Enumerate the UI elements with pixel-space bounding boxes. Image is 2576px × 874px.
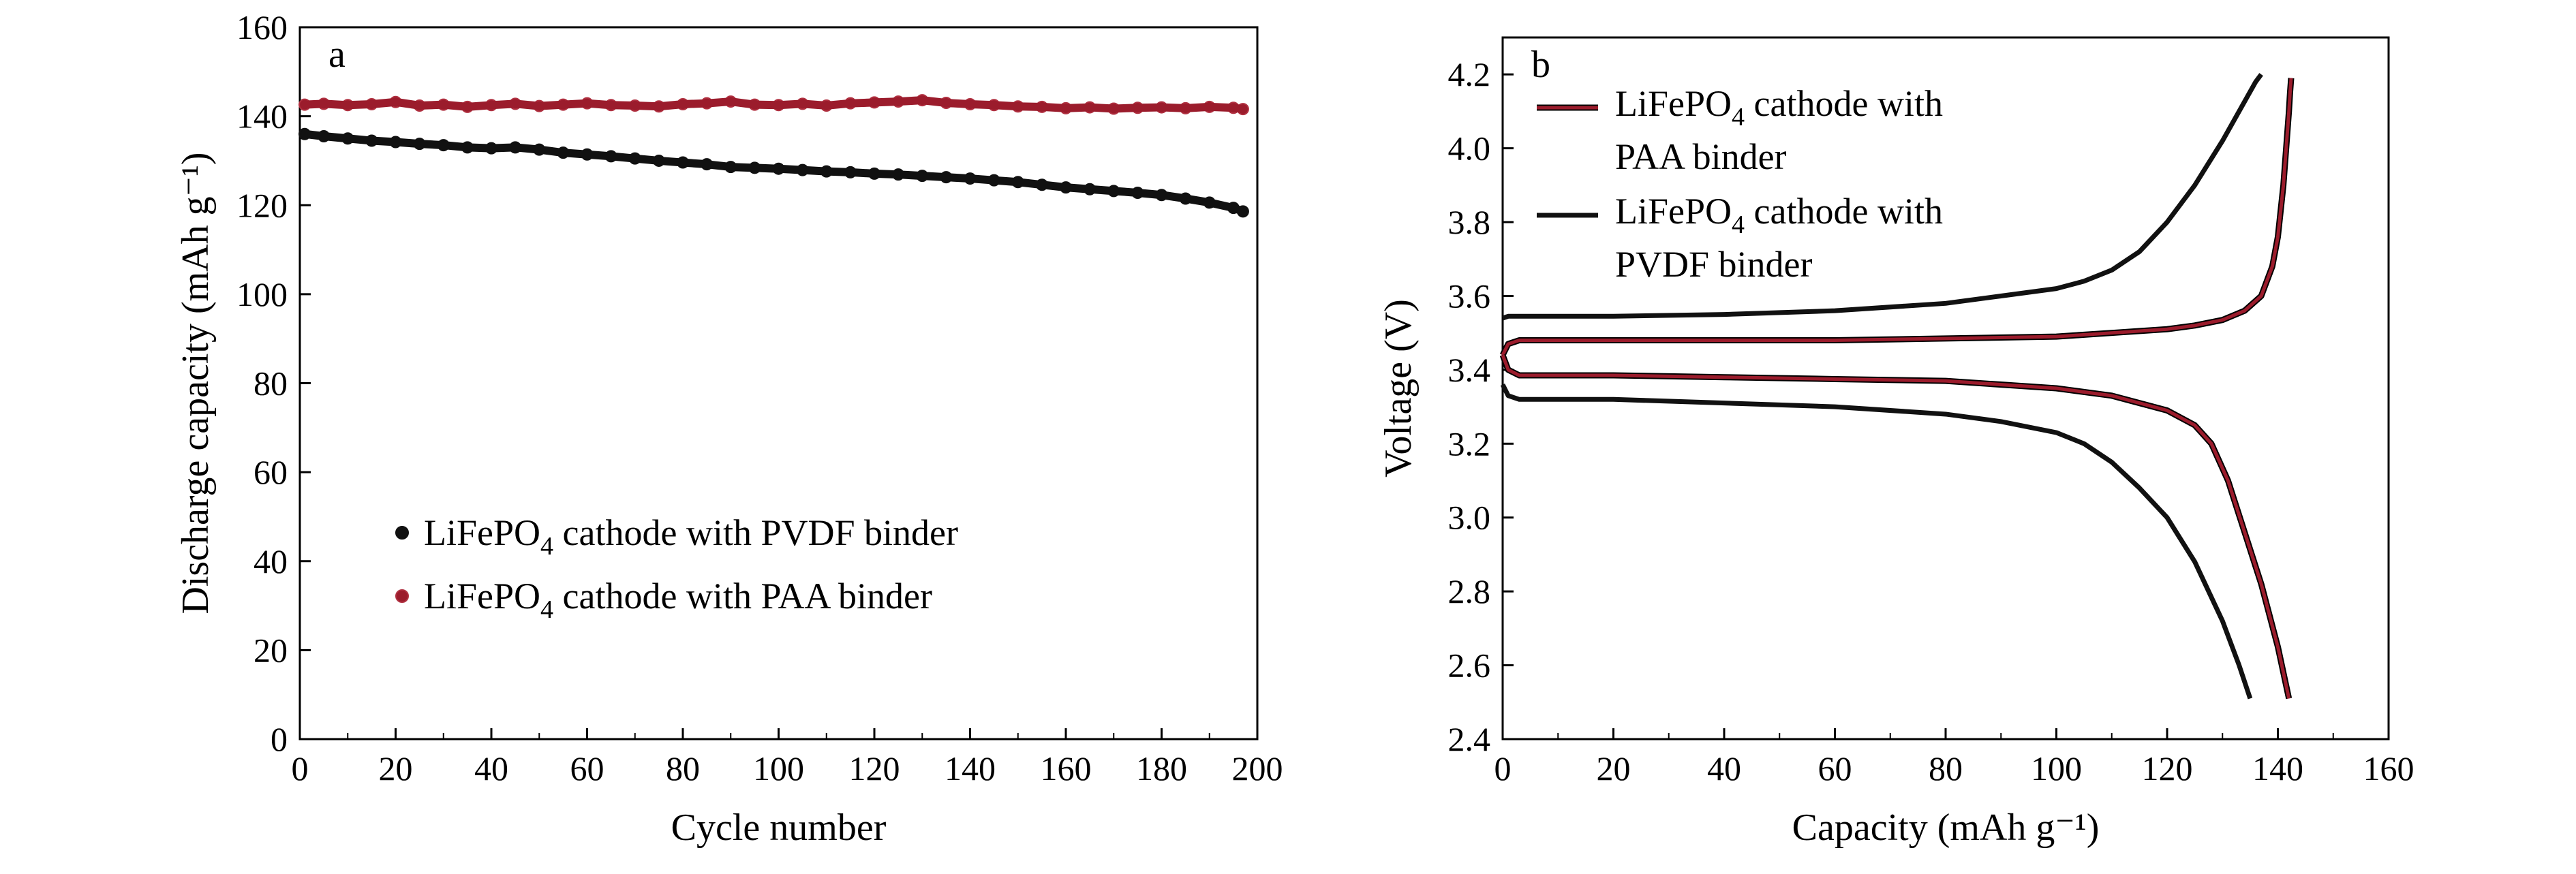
legend-label-line1-rest: cathode with <box>1745 191 1943 232</box>
y-tick-label: 4.2 <box>1448 55 1491 93</box>
y-tick-label: 0 <box>271 720 288 758</box>
legend-label: LiFePO4 cathode with PAA binder <box>424 576 932 624</box>
y-tick-label: 20 <box>254 631 288 669</box>
y-tick-label: 2.8 <box>1448 572 1491 610</box>
x-tick-label: 60 <box>570 749 604 787</box>
plot-frame <box>298 26 1259 740</box>
y-tick-label: 120 <box>236 186 288 224</box>
y-tick-label: 2.4 <box>1448 720 1491 758</box>
x-tick-label: 140 <box>2252 749 2303 787</box>
x-tick-label: 80 <box>1929 749 1963 787</box>
series-trace <box>301 129 1247 216</box>
legend-label-line1-rest: cathode with <box>1745 83 1943 124</box>
x-tick-label: 20 <box>379 749 413 787</box>
legend-label-line1-subscript: 4 <box>1732 103 1745 131</box>
y-tick-label: 40 <box>254 542 288 580</box>
series-trace <box>301 96 1247 114</box>
y-tick-label: 140 <box>236 97 288 136</box>
x-tick-label: 0 <box>292 749 309 787</box>
panel-label: a <box>328 33 346 76</box>
y-tick-label: 3.2 <box>1448 424 1491 463</box>
x-tick-label: 200 <box>1232 749 1283 787</box>
y-axis-title: Discharge capacity (mAh g⁻¹) <box>174 152 217 614</box>
legend-label-line1-subscript: 4 <box>1732 210 1745 239</box>
legend-label-line2-part: PVDF binder <box>1615 244 1813 285</box>
y-tick-label: 3.6 <box>1448 277 1491 315</box>
legend-label-subscript: 4 <box>540 532 553 561</box>
x-tick-label: 40 <box>474 749 508 787</box>
y-tick-label: 4.0 <box>1448 129 1491 168</box>
series-pvdf-markers <box>298 127 1249 218</box>
x-tick-label: 60 <box>1818 749 1852 787</box>
panel-label: b <box>1531 44 1550 86</box>
legend-marker <box>395 526 409 540</box>
legend-label-part: LiFePO <box>424 576 540 617</box>
pvdf-charge-curve <box>1501 73 2263 321</box>
x-tick-label: 40 <box>1707 749 1741 787</box>
legend-label-subscript: 4 <box>540 595 553 624</box>
pvdf-discharge-curve <box>1500 384 2253 700</box>
y-tick-label: 2.6 <box>1448 646 1491 685</box>
x-tick-label: 120 <box>849 749 900 787</box>
legend-label-line1: LiFePO4 cathode with <box>1615 83 1943 131</box>
paa-discharge-curve <box>1501 354 2291 699</box>
y-tick-label: 3.4 <box>1448 351 1491 389</box>
legend-label-line2: PAA binder <box>1615 136 1787 177</box>
legend-label-line1-part: LiFePO <box>1615 191 1732 232</box>
y-tick-label: 60 <box>254 453 288 491</box>
legend-marker <box>395 589 409 603</box>
legend: LiFePO4 cathode with PVDF binderLiFePO4 … <box>395 512 958 624</box>
y-tick-label: 3.8 <box>1448 203 1491 241</box>
x-tick-label: 20 <box>1597 749 1631 787</box>
legend-label-line2: PVDF binder <box>1615 244 1813 285</box>
paa-charge-curve <box>1501 78 2293 356</box>
x-axis-title: Cycle number <box>671 807 887 849</box>
x-tick-label: 100 <box>2031 749 2082 787</box>
x-tick-label: 140 <box>945 749 996 787</box>
series-paa-markers <box>298 94 1249 116</box>
legend-label-rest: cathode with PAA binder <box>553 576 932 617</box>
x-tick-label: 0 <box>1494 749 1512 787</box>
x-tick-label: 100 <box>753 749 804 787</box>
y-tick-label: 160 <box>236 8 288 46</box>
legend-label-part: LiFePO <box>424 512 540 553</box>
x-tick-label: 120 <box>2142 749 2193 787</box>
legend-label: LiFePO4 cathode with PVDF binder <box>424 512 958 561</box>
panel-a-discharge-capacity-chart: 0 20 40 60 80 100 120 140 160 180 200 0 20 40 60 80 100 1… <box>174 8 1283 849</box>
panel-b-voltage-profile-chart: 0 20 40 60 80 100 120 140 160 2.4 2.6 2.8 3.0 3.2 3.4 3… <box>1377 36 2414 849</box>
legend-label-line2-part: PAA binder <box>1615 136 1787 177</box>
legend-label-line1-part: LiFePO <box>1615 83 1732 124</box>
x-tick-label: 80 <box>666 749 700 787</box>
y-tick-label: 3.0 <box>1448 499 1491 537</box>
x-tick-label: 180 <box>1136 749 1187 787</box>
x-axis-title: Capacity (mAh g⁻¹) <box>1792 807 2100 849</box>
y-tick-label: 100 <box>236 275 288 313</box>
y-tick-label: 80 <box>254 364 288 403</box>
legend-label-line1: LiFePO4 cathode with <box>1615 191 1943 239</box>
x-tick-label: 160 <box>2363 749 2414 787</box>
y-axis-title: Voltage (V) <box>1377 299 1420 478</box>
legend-label-rest: cathode with PVDF binder <box>553 512 958 553</box>
x-tick-label: 160 <box>1041 749 1092 787</box>
